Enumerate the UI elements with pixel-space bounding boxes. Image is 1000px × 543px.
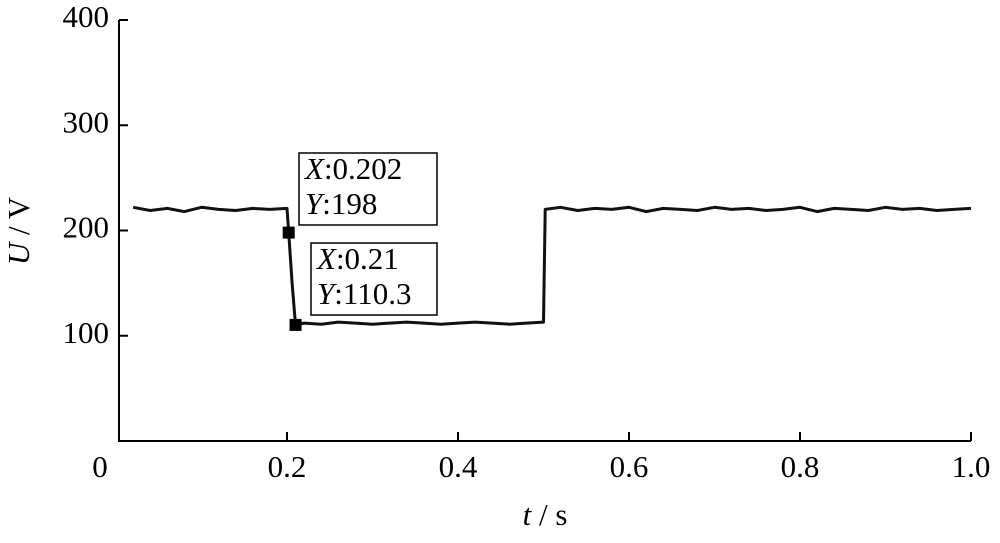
x-tick-label: 0.6 (610, 449, 649, 484)
signal-line (132, 205, 972, 327)
data-tip-text: X:0.202 (303, 151, 402, 186)
y-tick-label: 200 (63, 210, 110, 245)
data-tip-marker (282, 226, 295, 239)
x-tick-label: 0.8 (781, 449, 820, 484)
y-tick-label: 100 (63, 315, 110, 350)
x-tick-label: 1.0 (952, 449, 991, 484)
data-tip-marker (289, 318, 302, 331)
data-tip-text: Y:110.3 (317, 276, 411, 311)
y-tick-label: 300 (63, 104, 110, 139)
x-axis-label: t / s (523, 497, 568, 532)
data-tip-box (310, 242, 438, 316)
data-tip-text: Y:198 (305, 186, 377, 221)
x-tick-label: 0 (92, 449, 108, 484)
x-tick-label: 0.2 (268, 449, 307, 484)
y-tick-label: 400 (63, 0, 110, 34)
data-tip-text: X:0.21 (315, 241, 399, 276)
data-tip-box (298, 152, 438, 226)
x-tick-label: 0.4 (439, 449, 478, 484)
axes (118, 20, 971, 442)
y-axis-label: U / V (1, 196, 36, 265)
